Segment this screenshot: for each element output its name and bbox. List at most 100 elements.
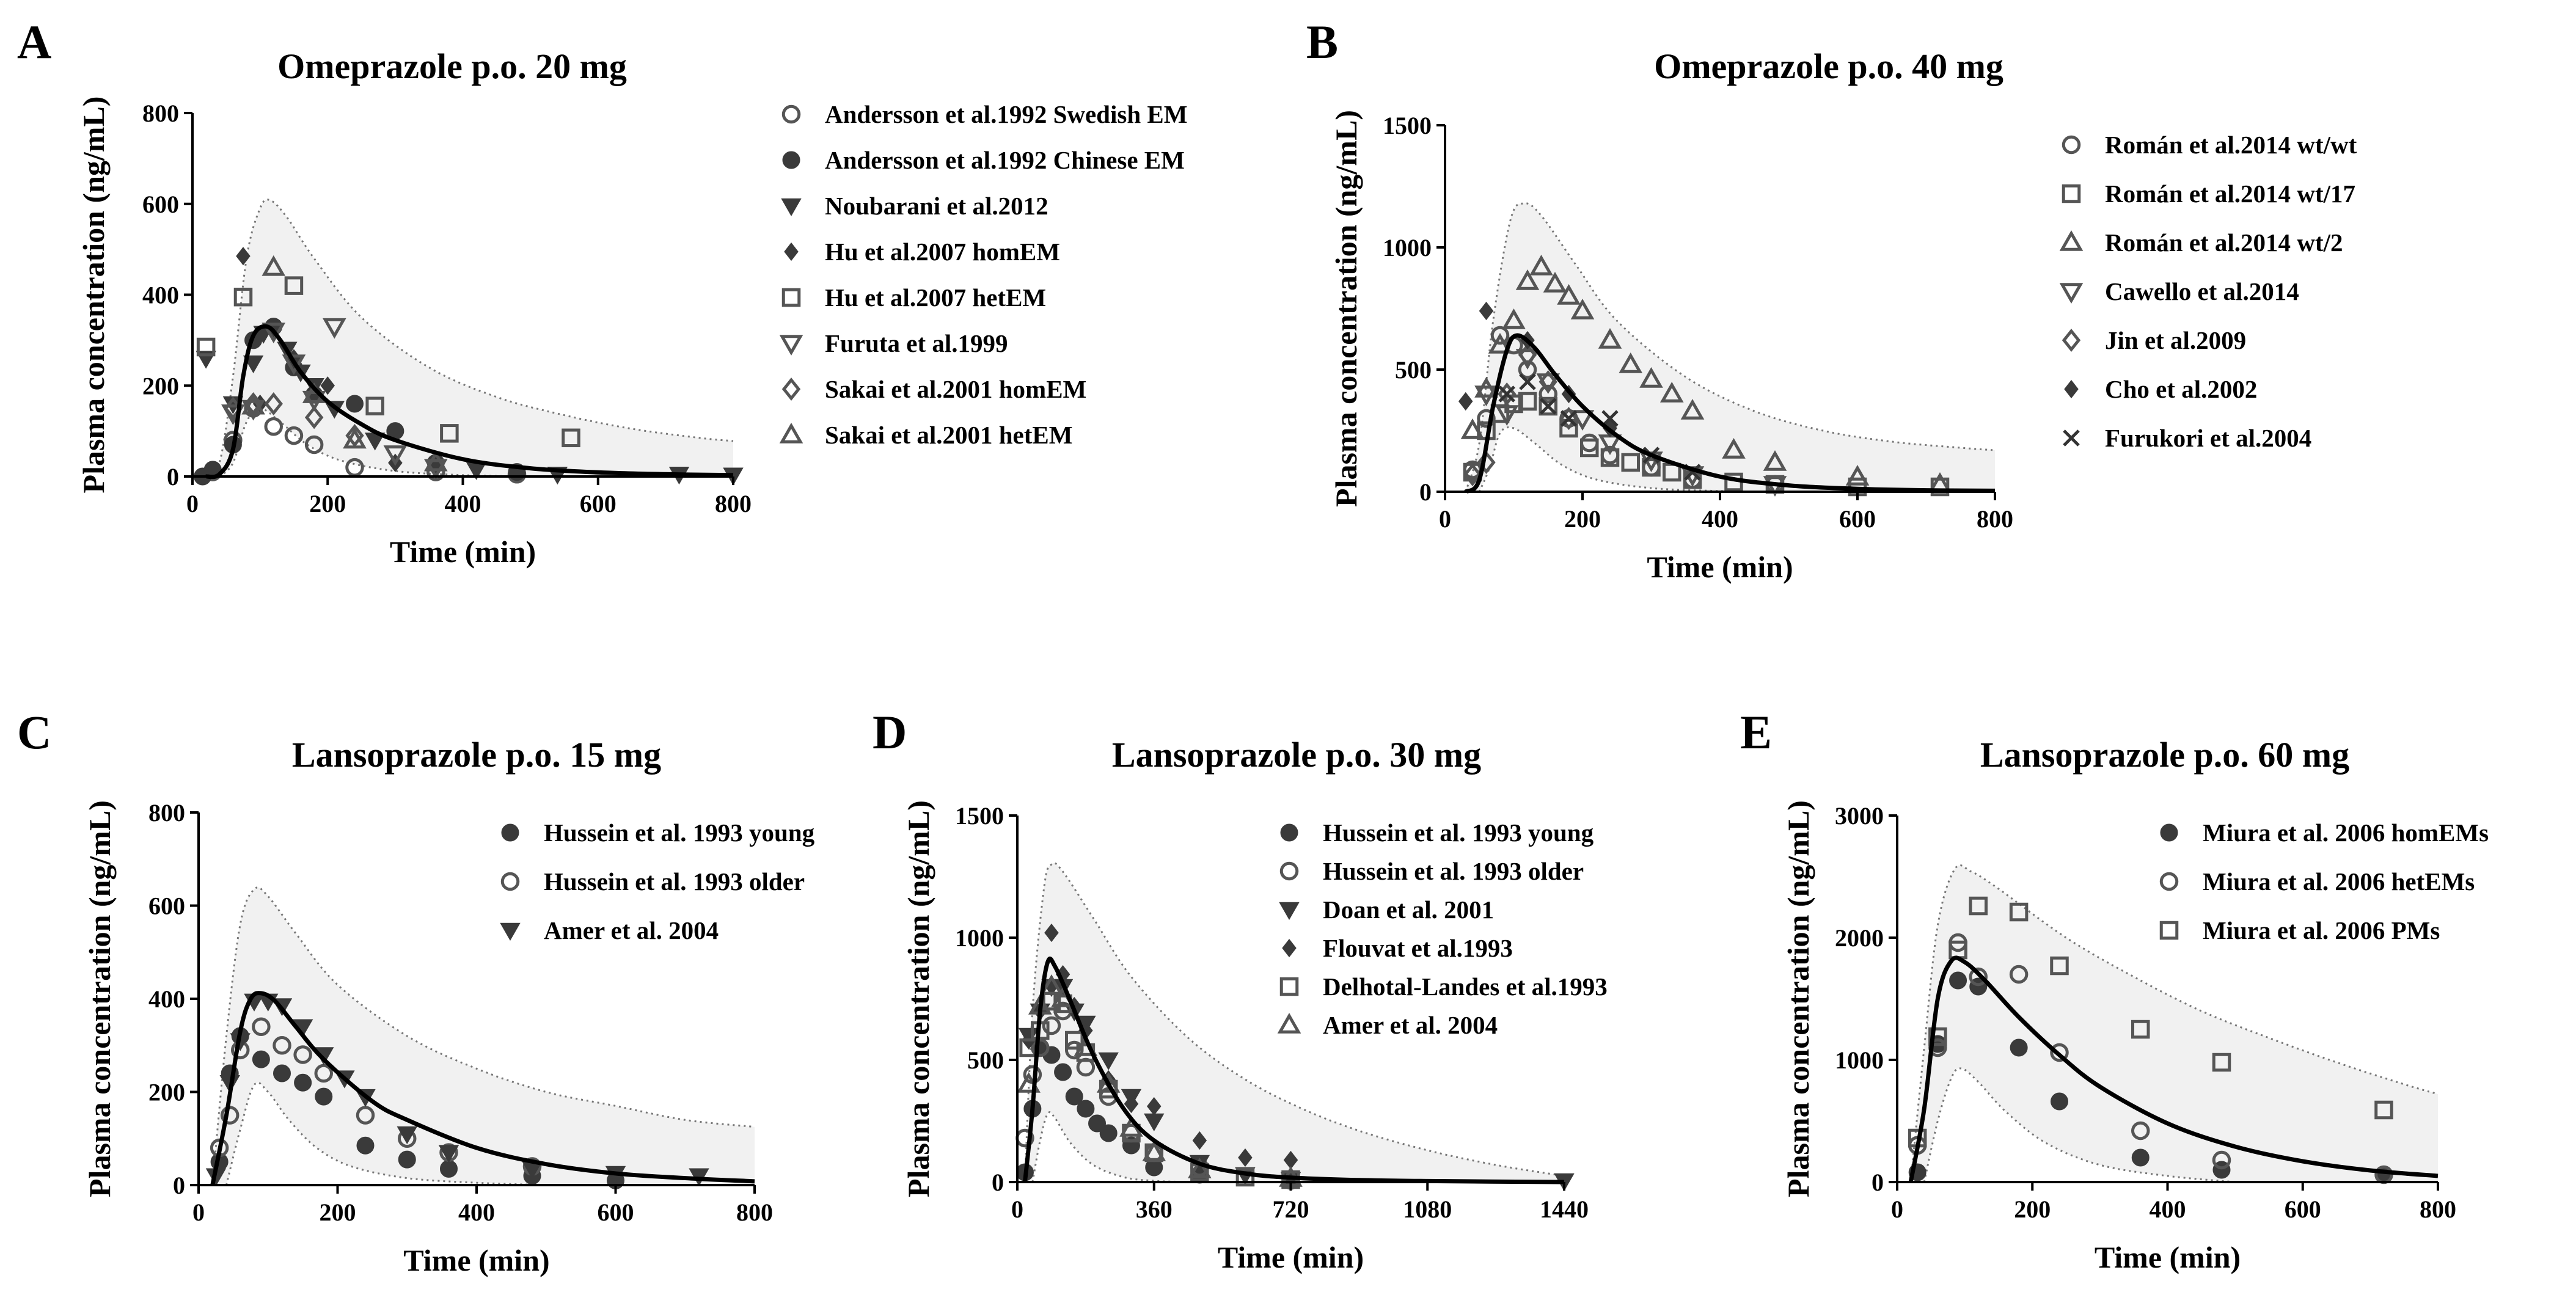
legend-marker [1282, 938, 1297, 958]
x-tick-label: 0 [1891, 1195, 1903, 1223]
data-point [1539, 384, 1557, 404]
legend-marker [781, 104, 801, 124]
data-point [1064, 1031, 1084, 1050]
y-tick-label: 200 [142, 372, 179, 400]
y-tick-label: 0 [1872, 1169, 1884, 1196]
data-point [356, 1106, 375, 1125]
x-tick-label: 600 [2285, 1195, 2321, 1223]
data-point [1539, 396, 1557, 416]
y-axis-label: Plasma concentration (ng/mL) [901, 800, 935, 1197]
legend-marker [1277, 1012, 1301, 1034]
data-point [2131, 1121, 2150, 1141]
legend-marker [781, 377, 801, 401]
data-point [438, 1145, 459, 1163]
legend-label: Hussein et al. 1993 young [544, 819, 815, 847]
data-point [314, 1064, 333, 1083]
data-point [294, 1073, 312, 1092]
legend-marker [2064, 379, 2079, 399]
legend-label: Hussein et al. 1993 older [1323, 857, 1584, 885]
data-point [2212, 1150, 2231, 1170]
data-point [2051, 1092, 2068, 1111]
panel-e: E Lansoprazole p.o. 60 mg 0 200 400 600 800 0 10… [1740, 706, 2489, 1274]
data-point [1518, 392, 1537, 411]
lower-percentile-line [1923, 1067, 2236, 1183]
panel-c: C Lansoprazole p.o. 15 mg 0 200 400 600 800 0 20… [17, 706, 815, 1277]
series-6-points [224, 392, 364, 448]
data-point [1539, 398, 1557, 415]
y-tick-label: 600 [148, 892, 185, 920]
data-point [262, 255, 286, 276]
data-point [1479, 301, 1494, 321]
data-point [1495, 405, 1519, 426]
legend-label: Amer et al. 2004 [544, 916, 719, 944]
data-point [1142, 1140, 1166, 1161]
legend-marker [2062, 135, 2081, 155]
legend-label: Andersson et al.1992 Swedish EM [825, 100, 1187, 128]
legend-label: Miura et al. 2006 PMs [2203, 916, 2440, 944]
data-point [1235, 1167, 1255, 1187]
legend-label: Doan et al. 2001 [1323, 896, 1494, 924]
legend-marker [2160, 823, 2178, 842]
upper-percentile-line [205, 199, 734, 478]
data-point [293, 1045, 312, 1064]
data-point [1192, 1131, 1207, 1150]
data-point [1518, 343, 1537, 367]
legend-marker [2159, 872, 2179, 891]
data-point [1621, 453, 1640, 472]
legend-label: Jin et al.2009 [2105, 326, 2246, 354]
data-point [1969, 896, 1988, 916]
mean-prediction-line [1022, 956, 1565, 1184]
data-point [1460, 418, 1485, 439]
lower-percentile-line [219, 407, 531, 478]
legend-marker [2062, 184, 2081, 203]
data-point [284, 426, 304, 445]
y-axis-label: Plasma concentration (ng/mL) [82, 800, 117, 1197]
legend-marker [781, 288, 801, 307]
x-tick-label: 1440 [1540, 1195, 1589, 1223]
legend: Miura et al. 2006 homEMs Miura et al. 200… [2159, 819, 2489, 944]
legend-label: Furukori et al.2004 [2105, 424, 2311, 452]
data-point [273, 1036, 291, 1055]
x-tick-label: 0 [1011, 1195, 1023, 1223]
panel-letter: A [17, 15, 51, 68]
panel-letter: D [873, 706, 907, 759]
prediction-interval-band [212, 887, 755, 1185]
data-point [264, 417, 283, 436]
legend-label: Amer et al. 2004 [1323, 1011, 1498, 1039]
series-4-points [196, 276, 580, 448]
data-point [273, 1064, 291, 1082]
x-tick-label: 720 [1273, 1195, 1309, 1223]
panel-a: A Omeprazole p.o. 20 mg 0 200 400 600 800 0 200 4… [17, 15, 1187, 569]
y-tick-label: 1500 [1383, 112, 1432, 139]
data-point [2009, 902, 2029, 922]
legend-label: Noubarani et al.2012 [825, 192, 1048, 220]
data-point [365, 396, 384, 415]
legend-marker [2062, 328, 2081, 352]
y-tick-label: 800 [142, 100, 179, 127]
data-point [1763, 450, 1787, 471]
chart-title: Omeprazole p.o. 40 mg [1654, 46, 2003, 86]
data-point [1949, 971, 1967, 990]
legend-marker [782, 151, 800, 169]
data-point [323, 318, 346, 339]
y-tick-label: 2000 [1835, 924, 1884, 952]
legend-label: Román et al.2014 wt/17 [2105, 180, 2355, 208]
x-tick-label: 800 [736, 1199, 773, 1226]
legend-label: Hussein et al. 1993 young [1323, 819, 1594, 847]
data-point [423, 450, 448, 472]
data-point [1477, 450, 1496, 475]
data-point [264, 392, 283, 416]
data-point [1044, 923, 1059, 943]
data-point [2050, 956, 2069, 976]
x-axis-label: Time (min) [403, 1243, 549, 1277]
legend-label: Andersson et al.1992 Chinese EM [825, 146, 1185, 174]
y-tick-label: 1500 [955, 802, 1004, 830]
data-point [1188, 1157, 1212, 1178]
x-tick-label: 400 [445, 490, 481, 517]
y-tick-label: 0 [1419, 478, 1432, 506]
data-point [1570, 410, 1595, 431]
data-point [1474, 385, 1498, 407]
legend-marker [784, 242, 799, 261]
data-point [345, 424, 364, 448]
chart-title: Lansoprazole p.o. 30 mg [1112, 735, 1481, 775]
